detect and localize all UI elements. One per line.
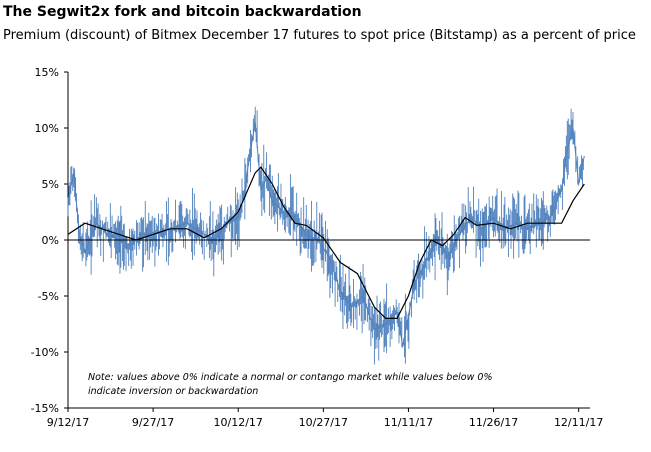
y-tick-label: -15% bbox=[31, 402, 59, 415]
note-line-2: indicate inversion or backwardation bbox=[88, 386, 258, 397]
x-tick-label: 10/27/17 bbox=[299, 416, 348, 429]
y-tick-label: -10% bbox=[31, 346, 59, 359]
y-ticks: 15% 10% 5% 0% -5% -10% -15% bbox=[31, 66, 68, 415]
x-tick-label: 12/11/17 bbox=[554, 416, 603, 429]
y-tick-label: 10% bbox=[35, 122, 59, 135]
raw-premium-line bbox=[67, 122, 585, 347]
x-tick-label: 10/12/17 bbox=[214, 416, 263, 429]
moving-average-line bbox=[67, 166, 585, 319]
y-tick-label: 5% bbox=[42, 178, 59, 191]
chart-title: The Segwit2x fork and bitcoin backwardat… bbox=[3, 4, 362, 20]
x-ticks: 9/12/17 9/27/17 10/12/17 10/27/17 11/11/17 11… bbox=[47, 408, 603, 429]
x-tick-label: 11/26/17 bbox=[469, 416, 518, 429]
note-line-1: Note: values above 0% indicate a normal … bbox=[88, 372, 492, 383]
y-tick-label: -5% bbox=[38, 290, 59, 303]
series-group bbox=[67, 106, 585, 365]
x-tick-label: 9/12/17 bbox=[47, 416, 89, 429]
x-tick-label: 9/27/17 bbox=[132, 416, 174, 429]
raw-premium-series bbox=[67, 106, 585, 365]
chart-subtitle: Premium (discount) of Bitmex December 17… bbox=[3, 28, 636, 43]
y-tick-label: 15% bbox=[35, 66, 59, 79]
x-tick-label: 11/11/17 bbox=[384, 416, 433, 429]
y-tick-label: 0% bbox=[42, 234, 59, 247]
